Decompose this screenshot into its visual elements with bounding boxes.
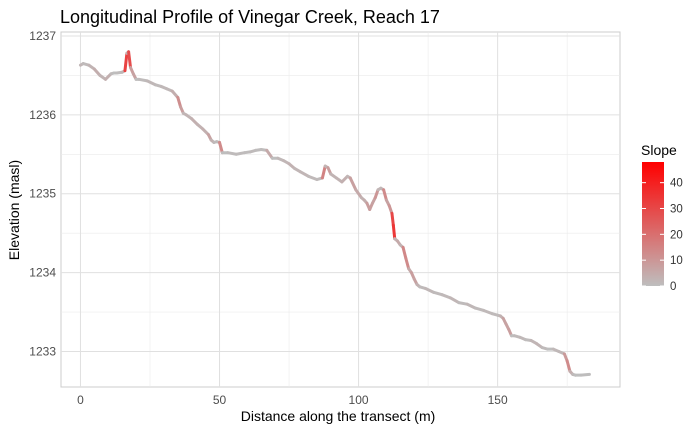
profile-segment (265, 148, 274, 160)
profile-segment (401, 245, 408, 260)
profile-segment (404, 256, 411, 271)
profile-segment (465, 302, 477, 310)
legend-colorbar (642, 162, 664, 286)
profile-segment (448, 296, 461, 305)
x-tick-label: 150 (488, 393, 508, 407)
profile-segment (320, 164, 327, 180)
plot-panel (60, 31, 621, 388)
legend-tick-label: 30 (670, 204, 683, 216)
legend-tick-label: 10 (670, 255, 683, 267)
legend-ticks: 0 10 20 30 40 (642, 178, 683, 293)
profile-segment (579, 372, 591, 377)
profile-segment (123, 51, 129, 73)
profile-segment (218, 140, 224, 155)
y-tick-label: 1236 (29, 108, 56, 122)
panel-border (60, 31, 621, 388)
profile-segment (145, 79, 158, 87)
profile-line (78, 50, 591, 377)
x-tick-label: 0 (77, 393, 84, 407)
chart-title: Longitudinal Profile of Vinegar Creek, R… (60, 7, 440, 27)
y-tick-label: 1237 (29, 29, 56, 43)
slope-legend: Slope 0 10 20 30 40 (641, 142, 683, 293)
profile-segment (176, 95, 183, 109)
profile-segment (354, 188, 363, 200)
x-axis-ticks: 0 50 100 150 (77, 393, 508, 407)
profile-segment (565, 359, 572, 373)
y-tick-label: 1233 (29, 345, 56, 359)
y-tick-label: 1234 (29, 266, 56, 280)
legend-tick-label: 40 (670, 178, 683, 190)
x-axis-title: Distance along the transect (m) (241, 408, 436, 424)
profile-segment (390, 211, 395, 227)
y-axis-ticks: 1233 1234 1235 1236 1237 (29, 29, 56, 359)
profile-segment (348, 176, 358, 192)
profile-segment (423, 286, 436, 294)
legend-tick-label: 0 (670, 281, 676, 293)
grid-lines (61, 32, 620, 387)
profile-segment (127, 50, 133, 69)
profile-segment (391, 223, 397, 241)
y-axis-title: Elevation (masl) (6, 160, 22, 260)
legend-tick-label: 20 (670, 229, 683, 241)
profile-segment (382, 188, 388, 202)
profile-segment (298, 170, 311, 178)
x-tick-label: 100 (349, 393, 369, 407)
legend-title: Slope (641, 142, 677, 158)
x-tick-label: 50 (213, 393, 227, 407)
y-tick-label: 1235 (29, 187, 56, 201)
